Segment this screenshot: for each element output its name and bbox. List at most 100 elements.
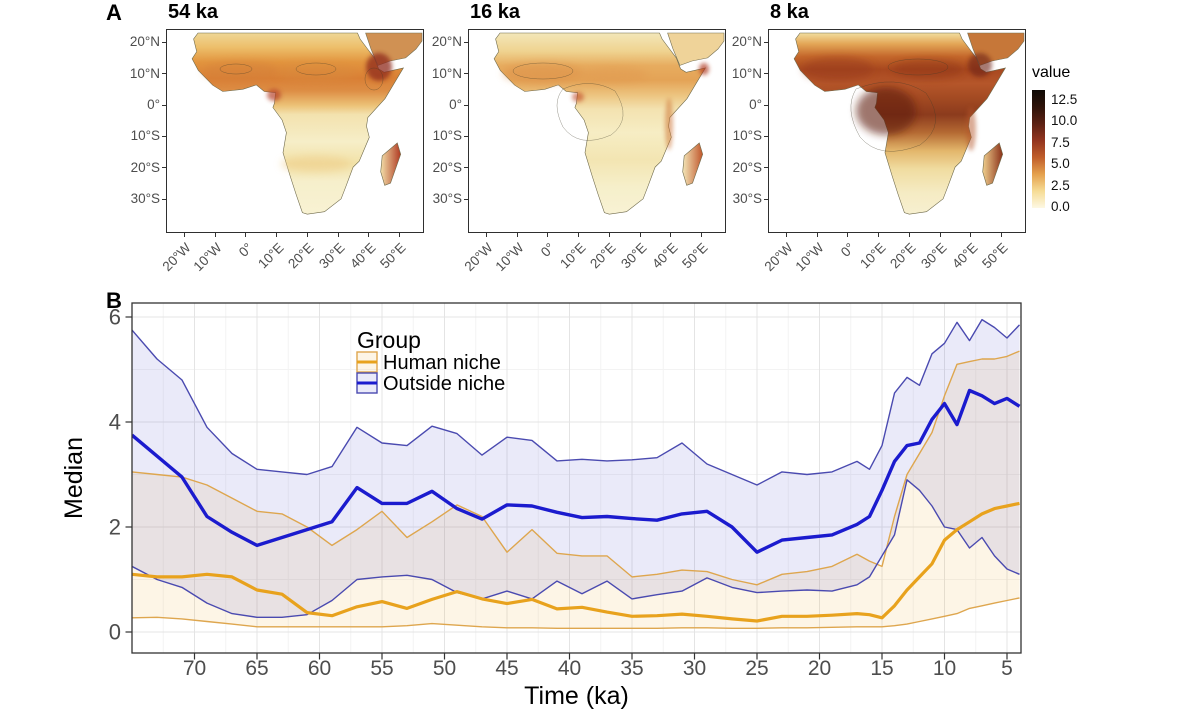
africa-map-54ka (166, 29, 424, 233)
colorbar-tick-label: 0.0 (1051, 199, 1070, 214)
lon-tick-mark (939, 233, 941, 237)
lat-tick-label: 10°N (129, 65, 160, 81)
colorbar-tick-label: 12.5 (1051, 92, 1078, 107)
colorbar-tick-label: 10.0 (1051, 113, 1078, 129)
legend-entry-label: Human niche (383, 352, 501, 374)
x-tick-label: 65 (245, 657, 268, 680)
lat-tick-label: 10°N (431, 65, 462, 81)
africa-map-16ka (468, 29, 726, 233)
lon-tick-mark (245, 233, 247, 237)
x-tick-label: 70 (183, 657, 206, 680)
lat-tick-label: 20°S (732, 159, 762, 175)
madagascar (982, 142, 1004, 186)
lat-tick-mark (764, 198, 768, 200)
lat-tick-label: 10°N (731, 65, 762, 81)
lat-tick-label: 30°S (432, 191, 462, 207)
madagascar (380, 142, 402, 186)
lon-tick-mark (970, 233, 972, 237)
outside-niche-band (132, 319, 1020, 618)
legend-entry-label: Outside niche (383, 373, 505, 395)
x-tick-label: 25 (745, 657, 768, 680)
lon-tick-mark (306, 233, 308, 237)
colorbar-title: value (1032, 64, 1071, 81)
x-tick-label: 40 (558, 657, 581, 680)
madagascar (682, 142, 704, 186)
lat-tick-label: 0° (749, 97, 762, 112)
lat-tick-label: 20°S (432, 159, 462, 175)
lon-tick-mark (639, 233, 641, 237)
grid (132, 303, 1021, 653)
lat-tick-label: 30°S (130, 191, 160, 207)
lat-tick-mark (162, 135, 166, 137)
lat-tick-mark (464, 135, 468, 137)
outside-niche-median-line (132, 388, 1021, 554)
lat-tick-mark (464, 167, 468, 169)
outside-niche-lower-line (132, 479, 1020, 618)
y-tick-label: 0 (109, 620, 121, 645)
lat-tick-mark (764, 73, 768, 75)
lat-tick-label: 20°N (731, 34, 762, 50)
x-tick-label: 20 (808, 657, 831, 680)
human-niche-band (132, 351, 1020, 629)
lon-tick-mark (516, 233, 518, 237)
y-tick-label: 6 (109, 305, 121, 330)
africa-map-8ka (768, 29, 1026, 233)
outside-niche-upper-line (132, 318, 1021, 486)
lon-tick-mark (337, 233, 339, 237)
x-tick-label: 5 (1001, 657, 1013, 680)
map-block-54ka: 54 ka 20°N 10°N 0° 10°S 20°S 30°S 20°W 10°W 0° 10… (130, 0, 424, 290)
colorbar-tick-label: 2.5 (1051, 177, 1070, 193)
lat-tick-mark (162, 41, 166, 43)
map-colorbar: value 12.5 10.0 7.5 5.0 2.5 0.0 (1032, 64, 1112, 234)
niche-contours (850, 58, 949, 152)
lat-tick-mark (764, 41, 768, 43)
lon-tick-mark (847, 233, 849, 237)
lon-tick-mark (276, 233, 278, 237)
lon-tick-mark (183, 233, 185, 237)
lon-tick-mark (398, 233, 400, 237)
legend-title: Group (357, 327, 421, 353)
niche-contours (219, 62, 384, 91)
x-tick-label: 15 (870, 657, 893, 680)
map-title-16ka: 16 ka (470, 1, 521, 23)
map-block-16ka: 16 ka 20°N 10°N 0° 10°S 20°S 30°S 20°W 10°W 0° 10… (432, 0, 726, 290)
lat-tick-mark (162, 73, 166, 75)
lon-tick-mark (700, 233, 702, 237)
lat-tick-label: 0° (449, 97, 462, 112)
lon-tick-mark (1000, 233, 1002, 237)
lat-tick-mark (464, 198, 468, 200)
x-tick-label: 60 (308, 657, 331, 680)
lat-tick-mark (464, 104, 468, 106)
lat-tick-label: 20°S (130, 159, 160, 175)
lon-tick-mark (485, 233, 487, 237)
lon-tick-mark (785, 233, 787, 237)
panel-b-label: B (106, 288, 122, 313)
lat-tick-mark (162, 104, 166, 106)
lat-tick-mark (464, 73, 468, 75)
panel-a-label: A (106, 0, 122, 25)
colorbar-tick-label: 7.5 (1051, 134, 1070, 150)
lon-tick-mark (670, 233, 672, 237)
y-tick-label: 2 (109, 515, 121, 540)
y-tick-label: 4 (109, 410, 121, 435)
lon-tick-mark (578, 233, 580, 237)
lat-tick-label: 10°S (130, 128, 160, 144)
lat-tick-label: 20°N (431, 34, 462, 50)
niche-contours (512, 62, 624, 141)
colorbar-gradient (1032, 90, 1045, 208)
lon-tick-mark (608, 233, 610, 237)
x-tick-label: 35 (620, 657, 643, 680)
map-title-54ka: 54 ka (168, 1, 219, 23)
lat-tick-mark (764, 104, 768, 106)
x-tick-label: 45 (495, 657, 518, 680)
lat-tick-label: 10°S (432, 128, 462, 144)
x-tick-label: 55 (370, 657, 393, 680)
x-tick-label: 10 (933, 657, 956, 680)
human-niche-upper-line (132, 350, 1020, 586)
lon-tick-mark (547, 233, 549, 237)
lon-tick-mark (908, 233, 910, 237)
